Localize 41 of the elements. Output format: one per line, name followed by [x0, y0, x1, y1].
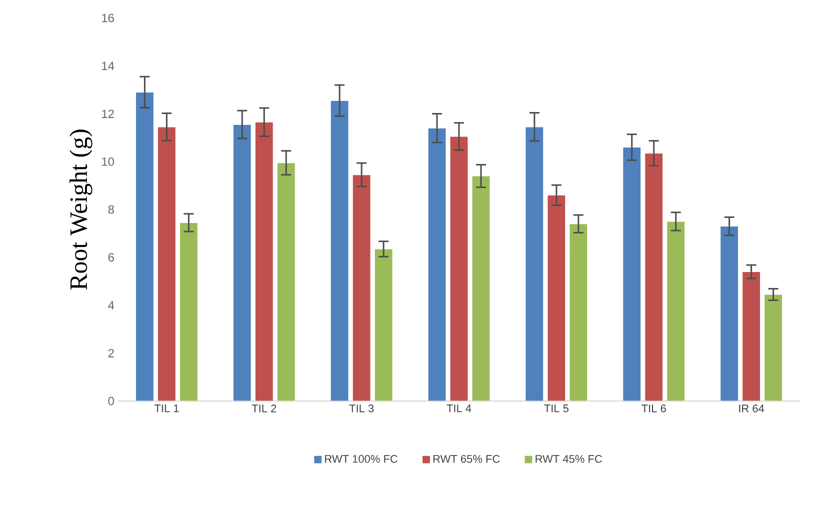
- bar: [330, 100, 349, 401]
- y-tick-label: 12: [102, 110, 114, 118]
- y-tick-label: 4: [108, 301, 114, 310]
- y-tick-label: 10: [102, 157, 114, 166]
- bar: [764, 294, 783, 401]
- y-axis-title: Root Weight (g): [70, 130, 92, 290]
- x-tick-label: TIL 6: [642, 404, 666, 412]
- bar: [232, 124, 252, 401]
- x-tick-label: TIL 5: [544, 404, 568, 412]
- y-tick-label: 14: [102, 62, 114, 70]
- y-tick-label: 16: [102, 14, 114, 22]
- x-tick-label: TIL 3: [349, 404, 374, 412]
- bar: [666, 221, 686, 401]
- x-tick-label: TIL 1: [154, 404, 179, 412]
- bar: [450, 136, 468, 401]
- bar: [525, 126, 544, 401]
- x-tick-label: TIL 4: [446, 404, 472, 412]
- bar: [569, 224, 588, 401]
- bar: [547, 194, 566, 401]
- x-tick-label: TIL 2: [252, 404, 276, 412]
- bar: [472, 176, 490, 401]
- bar: [428, 128, 446, 401]
- y-tick-label: 2: [108, 348, 114, 358]
- bar: [179, 222, 198, 401]
- y-tick-label: 0: [108, 396, 114, 406]
- bar: [135, 92, 154, 401]
- legend-label: RWT 100% FC: [325, 455, 398, 463]
- legend-label: RWT 45% FC: [536, 455, 602, 463]
- bar: [742, 271, 761, 401]
- y-tick-label: 6: [108, 253, 114, 262]
- legend-label: RWT 65% FC: [433, 455, 500, 463]
- y-tick-label: 8: [108, 205, 114, 214]
- bar: [374, 248, 393, 401]
- x-tick-label: IR 64: [739, 404, 764, 412]
- bar: [157, 126, 176, 401]
- bar: [720, 226, 739, 401]
- bar: [352, 174, 371, 401]
- bar: [254, 122, 274, 401]
- bar: [622, 146, 642, 401]
- bar: [276, 162, 296, 401]
- bar: [644, 152, 664, 401]
